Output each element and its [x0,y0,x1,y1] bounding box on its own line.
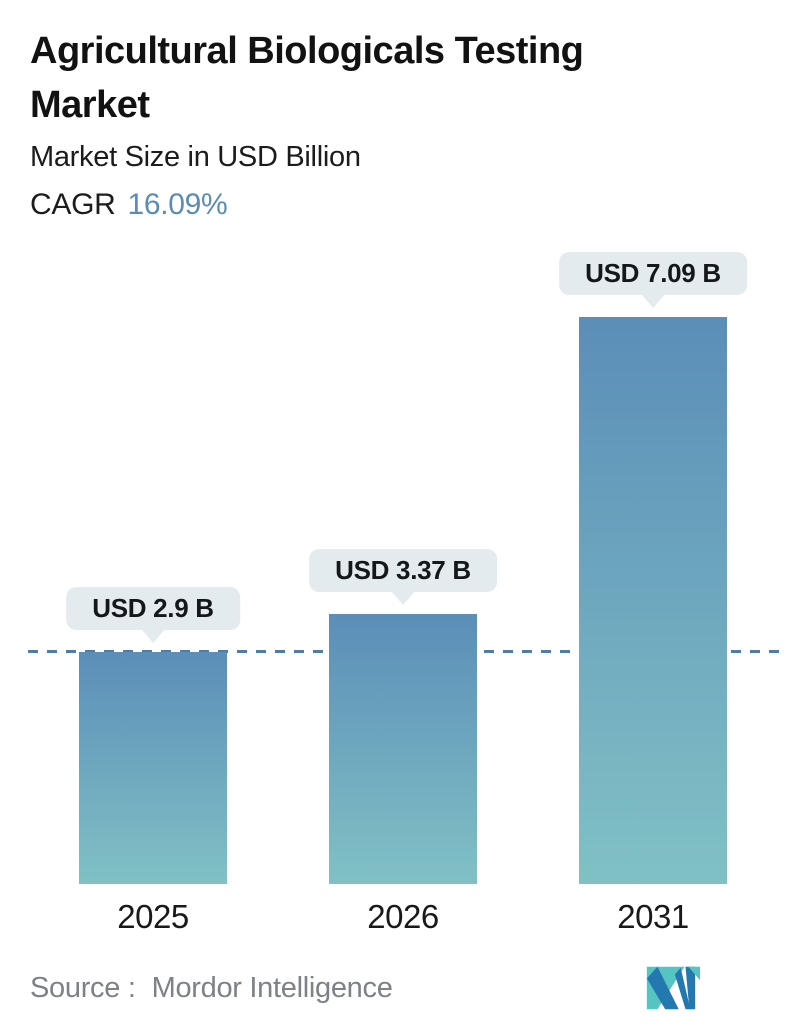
bar-group-2031: USD 7.09 B 2031 [559,252,747,935]
value-label-2026: USD 3.37 B [309,549,497,592]
footer: Source : Mordor Intelligence [30,966,700,1010]
bar-2025 [79,652,227,884]
bar-group-2026: USD 3.37 B 2026 [309,284,497,935]
x-axis-label-2025: 2025 [117,898,189,935]
x-axis-label-2031: 2031 [617,898,689,935]
bar-2026 [329,614,477,884]
value-label-2025: USD 2.9 B [66,587,240,630]
bar-group-2025: USD 2.9 B 2025 [66,284,240,935]
value-label-2031: USD 7.09 B [559,252,747,295]
cagr-label: CAGR [30,188,116,221]
source-text: Source : Mordor Intelligence [30,972,393,1005]
page-title: Agricultural Biologicals Testing Market [30,30,584,126]
cagr-row: CAGR 16.09% [30,188,770,222]
source-value: Mordor Intelligence [151,971,393,1004]
header: Agricultural Biologicals Testing Market … [30,24,770,222]
cagr-value: 16.09% [127,188,228,221]
source-label: Source : [30,971,136,1004]
plot-area: USD 2.9 B 2025 USD 3.37 B 2026 USD 7.09 B 203… [66,252,747,935]
bar-chart: USD 2.9 B 2025 USD 3.37 B 2026 USD 7.09 B 203… [0,252,796,935]
bar-2031 [579,317,727,884]
mordor-intelligence-logo [646,966,700,1010]
chart-subtitle: Market Size in USD Billion [30,141,361,173]
x-axis-label-2026: 2026 [367,898,439,935]
